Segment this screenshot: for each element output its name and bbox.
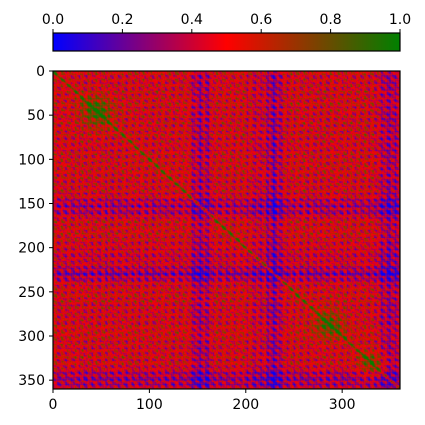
colorbar-tick-label: 1.0 [389,12,411,28]
y-tick-label: 250 [18,285,45,301]
colorbar-tick-label: 0.8 [319,12,341,28]
x-tick-label: 300 [329,397,356,413]
colorbar-tick-label: 0.2 [111,12,133,28]
y-tick-label: 50 [27,108,45,124]
colorbar-tick-label: 0.6 [250,12,272,28]
heatmap-area [52,70,401,390]
colorbar-ticks: 0.0 0.2 0.4 0.6 0.8 1.0 [42,12,411,33]
y-tick-label: 200 [18,241,45,257]
heatmap-image [53,71,400,389]
y-axis-ticks: 0 50 100 150 200 250 300 350 [18,64,53,389]
x-tick-label: 100 [136,397,163,413]
y-tick-label: 350 [18,373,45,389]
colorbar: 0.0 0.2 0.4 0.6 0.8 1.0 [42,12,411,52]
x-axis-ticks: 0 100 200 300 [49,389,356,413]
x-tick-label: 200 [232,397,259,413]
colorbar-tick-label: 0.0 [42,12,64,28]
y-tick-label: 150 [18,197,45,213]
colorbar-frame [52,32,401,52]
y-tick-label: 100 [18,152,45,168]
y-tick-label: 0 [36,64,45,80]
x-tick-label: 0 [49,397,58,413]
colorbar-gradient [53,33,400,51]
y-tick-label: 300 [18,329,45,345]
colorbar-tick-label: 0.4 [181,12,203,28]
plot-frame [52,70,401,390]
